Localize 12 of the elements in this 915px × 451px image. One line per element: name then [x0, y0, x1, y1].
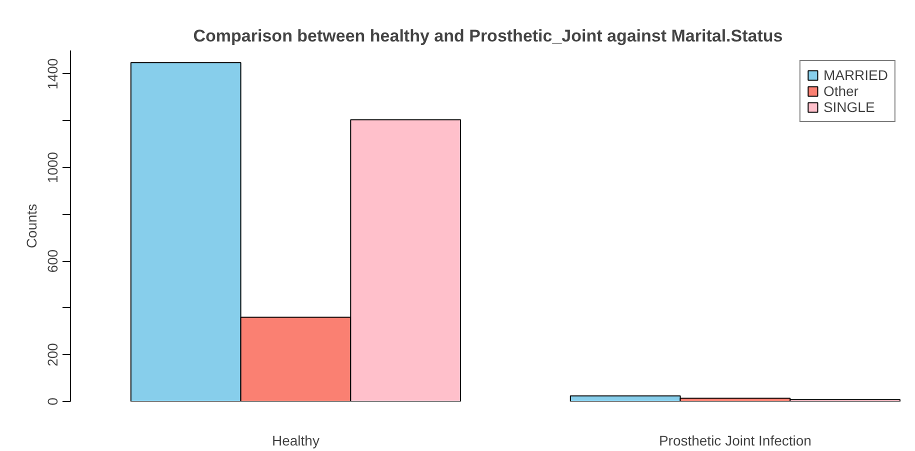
y-tick-label: 1400	[44, 58, 60, 90]
chart-title: Comparison between healthy and Prosthetic_Joint against Marital.Status	[193, 26, 783, 46]
y-axis-title: Counts	[24, 204, 40, 248]
legend-label: SINGLE	[823, 99, 875, 115]
legend-label: MARRIED	[823, 67, 888, 83]
x-tick-label: Healthy	[272, 432, 320, 448]
y-tick-label: 200	[44, 342, 60, 366]
y-tick-label: 0	[44, 397, 60, 406]
y-tick-label: 1000	[44, 152, 60, 184]
y-tick-label: 600	[44, 249, 60, 273]
legend-label: Other	[823, 83, 858, 99]
x-tick-label: Prosthetic Joint Infection	[658, 432, 812, 448]
